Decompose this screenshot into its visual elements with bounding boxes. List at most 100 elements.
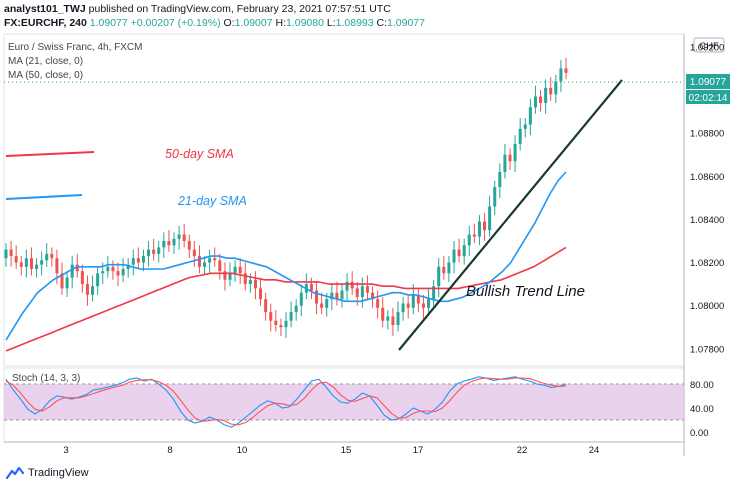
price-tick-label: 1.08800 — [690, 129, 724, 140]
candle-body — [360, 286, 364, 298]
candle-body — [401, 303, 405, 313]
candle-body — [167, 240, 171, 246]
candle-body — [29, 258, 33, 269]
legend-ma21: MA (21, close, 0) — [8, 56, 84, 67]
currency-badge[interactable] — [693, 37, 725, 53]
candle-body — [279, 325, 283, 328]
candle-body — [320, 303, 324, 308]
candle-body — [19, 262, 23, 267]
low-label: L: — [326, 17, 336, 29]
candle-body — [187, 240, 191, 250]
close-value: 1.09077 — [387, 17, 425, 29]
candle-body — [513, 143, 517, 162]
low-value: 1.08993 — [335, 17, 374, 29]
time-tick-label: 3 — [63, 445, 68, 456]
price-tick-label: 1.08000 — [690, 301, 724, 312]
candle-body — [315, 290, 319, 304]
candle-body — [544, 87, 548, 103]
candle-body — [80, 271, 84, 285]
candle-body — [101, 271, 105, 274]
candle-body — [477, 221, 481, 237]
candle-body — [299, 292, 303, 306]
close-label: C: — [376, 17, 388, 29]
price-tick-label: 1.09200 — [690, 42, 724, 53]
last-price: 1.09077 — [89, 17, 128, 29]
candle-body — [437, 266, 441, 287]
stoch-k-line — [5, 376, 567, 428]
legend-ma50: MA (50, close, 0) — [8, 70, 84, 81]
candle-body — [106, 266, 110, 272]
candle-body — [121, 268, 125, 276]
candle-body — [147, 249, 151, 257]
publish-info: published on TradingView.com, February 2… — [88, 3, 391, 15]
candle-body — [284, 320, 288, 328]
candle-body — [91, 286, 95, 295]
candle-body — [528, 107, 532, 125]
candle-body — [111, 266, 115, 272]
candle-body — [355, 288, 359, 298]
candle-body — [335, 292, 339, 300]
candle-body — [213, 258, 217, 261]
candle-body — [498, 171, 502, 188]
candle-body — [157, 247, 161, 254]
candle-body — [208, 258, 212, 263]
candle-body — [253, 279, 257, 289]
candle-body — [472, 234, 476, 237]
sma21-annotation: 21-day SMA — [177, 194, 247, 208]
stoch-overbought-band — [4, 384, 684, 420]
candle-body — [197, 256, 201, 267]
footer-brand[interactable]: TradingView — [28, 467, 89, 479]
candle-body — [421, 303, 425, 308]
bullish-trend-line[interactable] — [398, 79, 623, 351]
candle-body — [228, 273, 232, 280]
price-tick-label: 1.08400 — [690, 215, 724, 226]
candle-body — [162, 240, 166, 248]
price-ticks: 1.09200 1.08800 1.08600 1.08400 1.08200 1.080… — [690, 42, 724, 355]
candle-body — [203, 262, 207, 267]
candle-body — [50, 253, 54, 259]
candles-group — [4, 57, 568, 338]
sma50-annotation: 50-day SMA — [165, 147, 234, 161]
tradingview-logo-icon — [6, 466, 24, 480]
symbol-label: FX:EURCHF, 240 — [4, 17, 87, 29]
candle-body — [365, 286, 369, 293]
author-name[interactable]: analyst101_TWJ — [4, 3, 86, 15]
candle-body — [523, 124, 527, 129]
ma21-left-snippet — [5, 194, 83, 200]
candle-body — [452, 249, 456, 263]
candle-body — [126, 264, 130, 269]
price-change: +0.00207 (+0.19%) — [130, 17, 221, 29]
price-tick-label: 1.07800 — [690, 344, 724, 355]
time-tick-label: 17 — [413, 445, 424, 456]
candle-body — [371, 292, 375, 300]
candle-body — [269, 312, 273, 321]
current-price-value: 1.09077 — [690, 77, 727, 88]
time-tick-label: 22 — [517, 445, 528, 456]
candle-body — [309, 284, 313, 291]
current-price-tag — [686, 74, 730, 89]
candle-body — [9, 249, 13, 257]
candle-body — [141, 256, 145, 263]
candle-body — [518, 128, 522, 144]
legend-title: Euro / Swiss Franc, 4h, FXCM — [8, 42, 143, 53]
candle-body — [340, 290, 344, 300]
candle-body — [55, 258, 59, 274]
open-label: O: — [223, 17, 235, 29]
candle-body — [406, 303, 410, 308]
candle-body — [248, 279, 252, 285]
candle-body — [447, 262, 451, 274]
candle-body — [564, 68, 568, 73]
candle-body — [325, 299, 329, 308]
candle-body — [243, 273, 247, 285]
stoch-tick-0: 0.00 — [690, 428, 709, 439]
candle-body — [172, 238, 176, 246]
time-ticks: 3 8 10 15 17 22 24 — [63, 445, 599, 456]
candle-body — [345, 281, 349, 291]
candle-body — [391, 316, 395, 326]
candle-body — [457, 249, 461, 257]
footer: TradingView — [6, 466, 89, 480]
candle-body — [554, 81, 558, 95]
candle-body — [376, 299, 380, 308]
stoch-d-line — [5, 377, 567, 426]
